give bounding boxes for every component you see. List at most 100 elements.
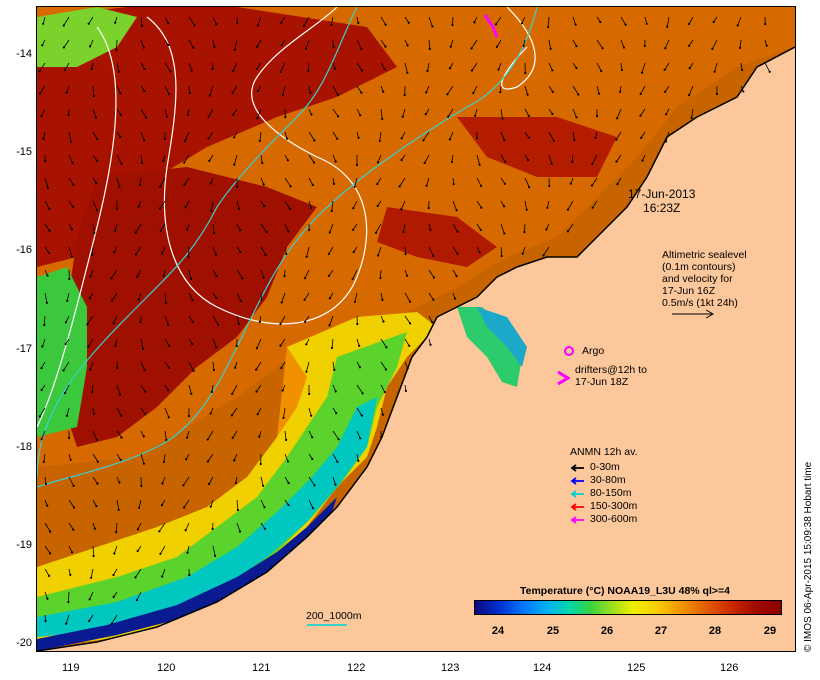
velocity-arrow [161, 568, 166, 577]
velocity-arrow-head [432, 276, 435, 279]
velocity-arrow-head [664, 140, 668, 143]
velocity-arrow-head [262, 183, 265, 186]
velocity-arrow-head [384, 23, 387, 26]
velocity-arrow-head [381, 413, 385, 416]
velocity-arrow-head [504, 160, 507, 163]
colorbar-tick: 28 [708, 625, 722, 637]
velocity-arrow [88, 614, 94, 622]
velocity-arrow-head [238, 530, 242, 533]
velocity-arrow-head [287, 503, 290, 507]
velocity-arrow-head [90, 67, 93, 70]
depth-arrow-icon [570, 502, 584, 511]
velocity-arrow-head [425, 184, 428, 187]
velocity-arrow-head [742, 90, 745, 93]
velocity-arrow [68, 545, 73, 553]
velocity-arrow [404, 246, 406, 255]
velocity-arrow-head [138, 506, 141, 509]
velocity-arrow-head [310, 206, 313, 209]
velocity-arrow [331, 16, 334, 25]
velocity-arrow-head [424, 113, 427, 116]
velocity-arrow [308, 85, 311, 93]
velocity-arrow [236, 292, 242, 302]
velocity-arrow-head [167, 43, 170, 47]
velocity-arrow-head [525, 208, 528, 211]
velocity-arrow-head [143, 412, 146, 415]
velocity-arrow [116, 154, 122, 165]
altimetry-line: (0.1m contours) [662, 261, 736, 273]
velocity-arrow [164, 430, 167, 440]
velocity-arrow [380, 62, 385, 70]
velocity-arrow-head [96, 460, 99, 463]
velocity-arrow-head [255, 67, 259, 70]
y-tick: -20 [16, 637, 32, 649]
velocity-arrow-head [44, 159, 47, 163]
velocity-arrow-head [167, 366, 170, 369]
velocity-arrow-head [279, 70, 282, 74]
velocity-arrow-head [159, 185, 162, 188]
velocity-arrow-head [355, 163, 359, 167]
velocity-arrow [236, 200, 240, 209]
velocity-arrow [207, 430, 214, 440]
velocity-arrow [352, 223, 358, 231]
velocity-arrow [236, 522, 241, 532]
velocity-arrow [688, 39, 694, 47]
velocity-arrow [188, 39, 194, 48]
velocity-arrow [232, 108, 238, 116]
velocity-arrow [617, 177, 622, 185]
velocity-arrow-head [167, 344, 171, 347]
velocity-arrow [92, 131, 98, 140]
sealevel-contour-1 [146, 7, 368, 325]
velocity-arrow [500, 108, 503, 119]
velocity-arrow [164, 361, 170, 369]
velocity-arrow-head [736, 24, 739, 27]
velocity-arrow [428, 39, 431, 50]
velocity-arrow-head [140, 484, 143, 488]
velocity-arrow [281, 292, 286, 303]
velocity-arrow-head [210, 209, 213, 212]
velocity-arrow [404, 315, 411, 324]
velocity-arrow [740, 62, 743, 70]
velocity-arrow-head [94, 116, 97, 119]
velocity-arrow-head [112, 573, 115, 577]
velocity-arrow [329, 223, 334, 233]
velocity-arrow [596, 39, 603, 49]
velocity-arrow-head [119, 458, 122, 461]
velocity-arrow-head [134, 253, 137, 256]
anmn-legend-row: 30-80m [570, 474, 638, 487]
velocity-arrow [188, 384, 192, 394]
velocity-arrow [284, 453, 289, 462]
velocity-arrow-head [233, 163, 236, 166]
velocity-arrow-head [303, 298, 306, 301]
velocity-arrow-head [46, 186, 49, 189]
velocity-arrow-head [214, 253, 217, 256]
sst-map [37, 7, 795, 651]
velocity-arrow [89, 361, 94, 370]
velocity-arrow-head [359, 114, 362, 117]
velocity-arrow-head [255, 347, 258, 350]
velocity-arrow-head [447, 115, 450, 118]
velocity-arrow-head [233, 48, 236, 51]
velocity-arrow [44, 476, 47, 484]
velocity-arrow-head [503, 232, 506, 235]
velocity-arrow [88, 16, 94, 24]
velocity-arrow [260, 177, 265, 185]
velocity-arrow-head [353, 300, 357, 303]
velocity-arrow [640, 131, 646, 139]
velocity-arrow [138, 499, 142, 508]
velocity-arrow-head [311, 457, 314, 461]
velocity-arrow-head [304, 47, 308, 50]
velocity-arrow [116, 384, 121, 395]
velocity-arrow [524, 177, 530, 188]
velocity-arrow-head [162, 274, 165, 277]
velocity-arrow [116, 177, 120, 187]
velocity-arrow-head [112, 595, 115, 599]
velocity-arrow-head [207, 115, 210, 118]
velocity-arrow-head [738, 46, 742, 50]
anmn-legend: ANMN 12h av. 0-30m 30-80m 80-150m 150-300m 3… [570, 446, 638, 526]
velocity-arrow-head [619, 90, 622, 93]
velocity-arrow-head [191, 299, 194, 302]
velocity-arrow [211, 200, 214, 211]
velocity-arrow-head [425, 91, 428, 94]
velocity-arrow [476, 223, 482, 231]
velocity-arrow-head [88, 619, 91, 623]
